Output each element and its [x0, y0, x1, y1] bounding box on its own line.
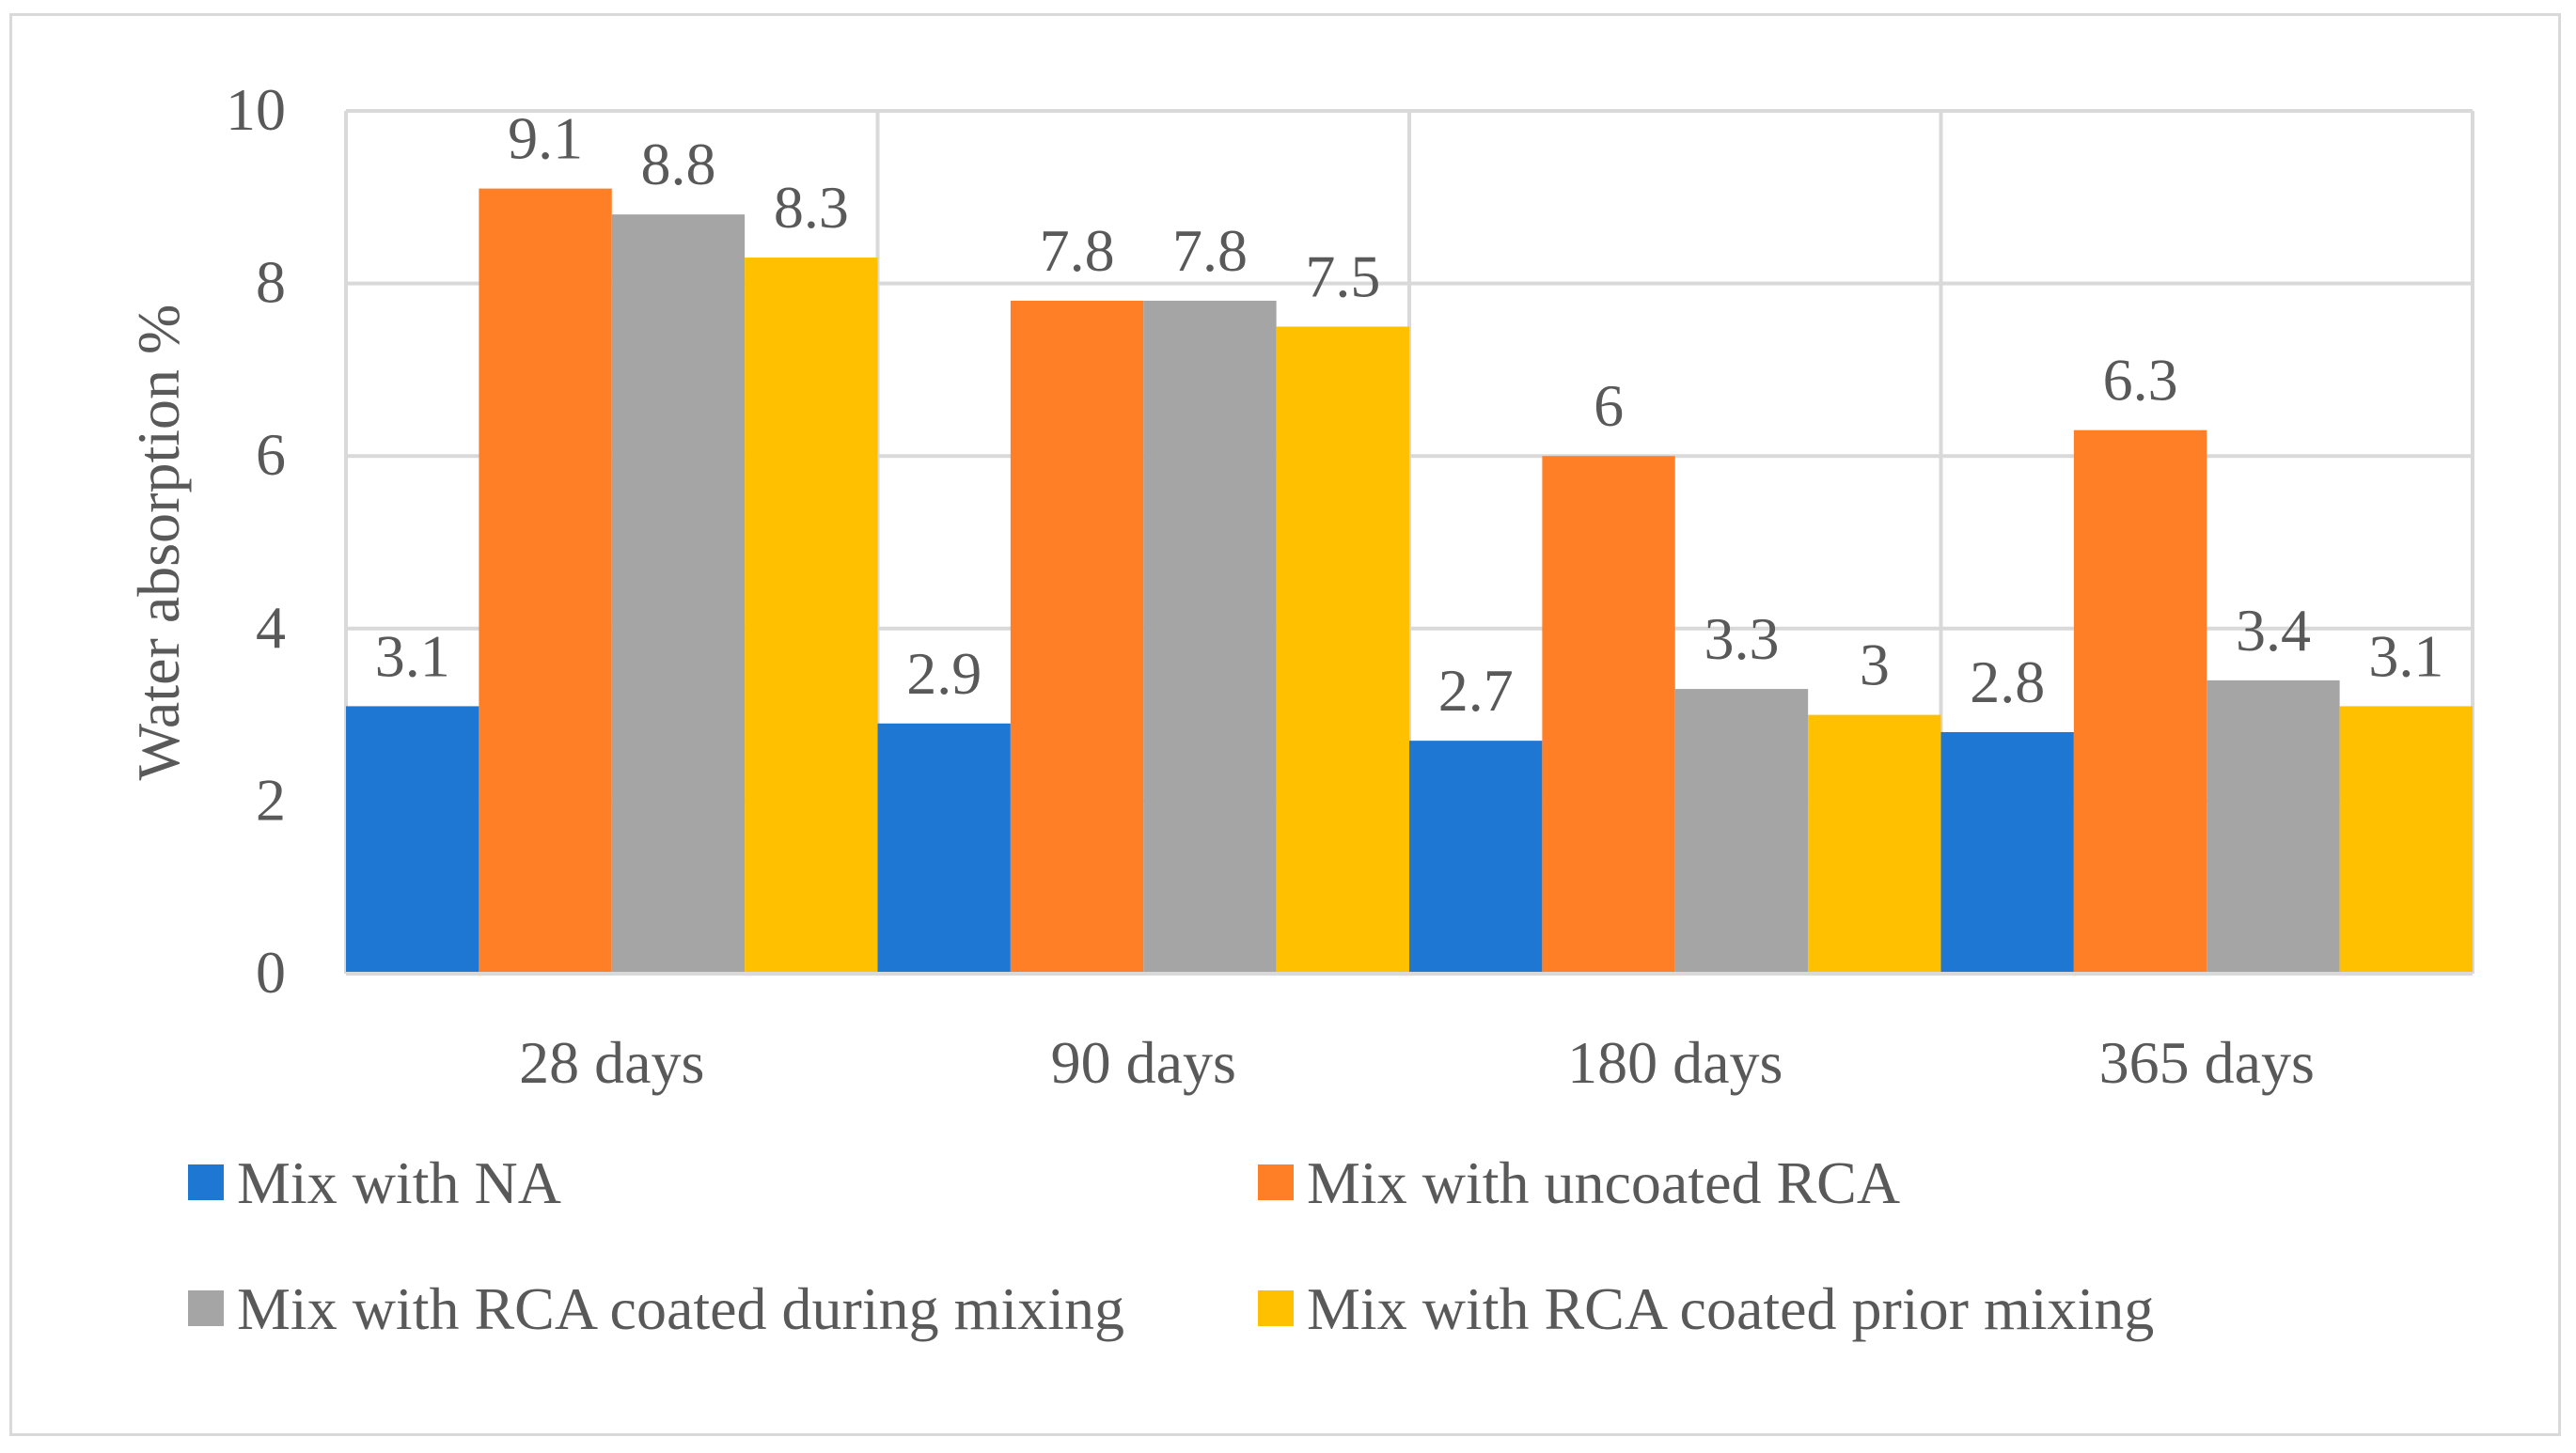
x-tick-label: 28 days	[519, 1029, 704, 1096]
bar	[1276, 326, 1409, 974]
y-tick-label: 4	[256, 594, 286, 661]
data-label: 8.3	[774, 174, 849, 241]
x-tick-label: 90 days	[1051, 1029, 1236, 1096]
legend-swatch	[1258, 1164, 1294, 1200]
y-tick-label: 10	[226, 76, 286, 143]
y-tick-label: 2	[256, 766, 286, 833]
legend-label: Mix with RCA coated during mixing	[237, 1275, 1124, 1342]
bar	[2339, 706, 2473, 974]
data-label: 6	[1594, 372, 1624, 439]
legend-swatch	[1258, 1290, 1294, 1326]
data-labels: 3.1 9.1 8.8 8.3 2.9 7.8 7.8 7.5 2.7 6 3.3 3 2.8 6.3 3.…	[375, 105, 2444, 725]
x-tick-label: 180 days	[1567, 1029, 1783, 1096]
bar	[1808, 714, 1941, 974]
bar	[1143, 300, 1277, 975]
data-label: 9.1	[508, 105, 583, 172]
legend-swatch	[188, 1164, 224, 1200]
legend-label: Mix with RCA coated prior mixing	[1307, 1275, 2154, 1342]
bar	[1542, 456, 1675, 974]
data-label: 3.3	[1704, 605, 1779, 672]
y-tick-label: 8	[256, 249, 286, 316]
bar	[611, 214, 746, 974]
data-label: 3	[1860, 632, 1890, 698]
bar	[479, 188, 612, 974]
y-tick-label: 6	[256, 421, 286, 488]
data-label: 2.8	[1970, 648, 2045, 715]
bar	[1674, 689, 1809, 974]
bar	[2207, 680, 2340, 974]
data-label: 3.1	[375, 622, 450, 689]
data-label: 7.8	[1172, 217, 1248, 284]
bar	[1940, 731, 2074, 974]
bar	[877, 723, 1011, 974]
data-label: 2.7	[1438, 657, 1514, 724]
bar	[745, 258, 878, 974]
data-label: 6.3	[2103, 347, 2178, 414]
bars	[346, 188, 2473, 975]
data-label: 3.4	[2236, 597, 2311, 664]
legend-label: Mix with NA	[237, 1149, 561, 1216]
data-label: 7.8	[1040, 217, 1115, 284]
bar	[346, 706, 479, 974]
axes: 0 2 4 6 8 10 28 days 90 days 180 days 365 days Wat…	[125, 76, 2473, 1096]
bar	[1409, 741, 1543, 974]
data-label: 2.9	[906, 640, 982, 707]
bar	[2073, 430, 2207, 974]
data-label: 7.5	[1305, 243, 1380, 310]
legend: Mix with NA Mix with uncoated RCA Mix with…	[188, 1149, 2154, 1342]
legend-label: Mix with uncoated RCA	[1307, 1149, 1900, 1216]
legend-swatch	[188, 1290, 224, 1326]
y-tick-label: 0	[256, 939, 286, 1006]
y-axis-title: Water absorption %	[125, 305, 192, 781]
data-label: 8.8	[640, 131, 715, 197]
bar	[1010, 300, 1144, 975]
x-tick-label: 365 days	[2099, 1029, 2315, 1096]
data-label: 3.1	[2368, 622, 2443, 689]
